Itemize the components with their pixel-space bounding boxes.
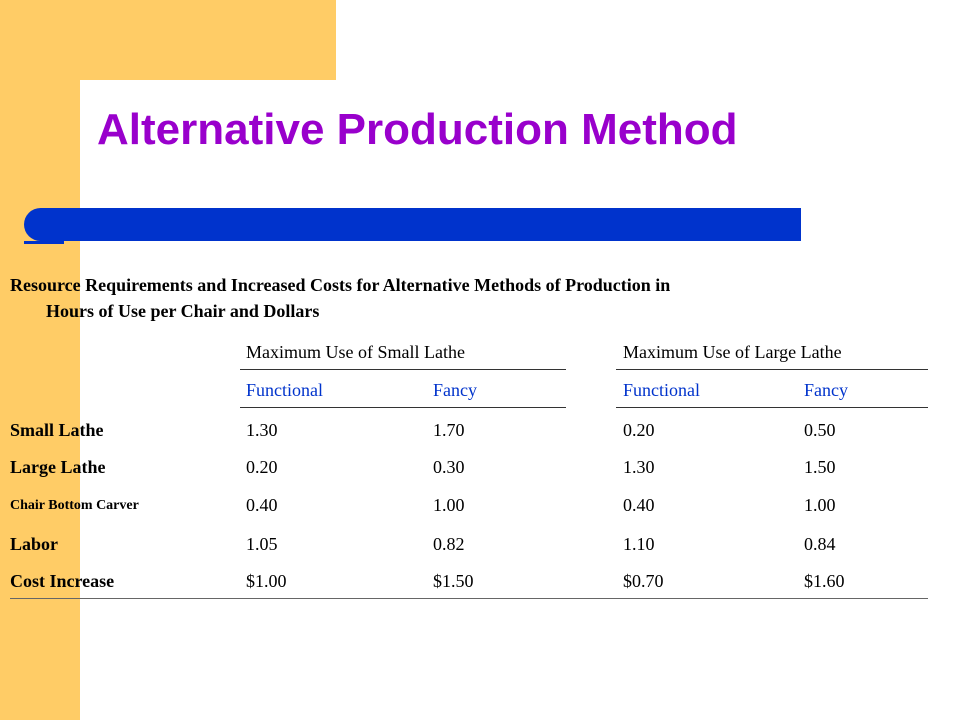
table-cell: 1.30 bbox=[246, 420, 278, 440]
group-header-small-lathe: Maximum Use of Small Lathe bbox=[246, 342, 465, 362]
row-label: Chair Bottom Carver bbox=[10, 498, 139, 513]
table-cell: $0.70 bbox=[623, 571, 664, 591]
table-cell: 1.05 bbox=[246, 534, 278, 554]
table-cell: 0.40 bbox=[246, 495, 278, 515]
table-cell: $1.60 bbox=[804, 571, 845, 591]
accent-left-bar bbox=[0, 0, 80, 720]
sub-header-functional: Functional bbox=[246, 380, 323, 400]
table-cell: 0.82 bbox=[433, 534, 465, 554]
accent-top-bar bbox=[0, 0, 336, 80]
row-label: Labor bbox=[10, 534, 59, 554]
table-cell: $1.50 bbox=[433, 571, 474, 591]
sub-header-rule bbox=[240, 407, 566, 408]
table-cell: 0.50 bbox=[804, 420, 836, 440]
row-label: Small Lathe bbox=[10, 420, 104, 440]
sub-header-fancy: Fancy bbox=[804, 380, 848, 400]
table-cell: 0.30 bbox=[433, 457, 465, 477]
slide-title: Alternative Production Method bbox=[97, 105, 738, 154]
table-cell: 1.10 bbox=[623, 534, 655, 554]
title-underline-bar bbox=[24, 208, 801, 241]
table-cell: 1.70 bbox=[433, 420, 465, 440]
table-cell: 1.00 bbox=[804, 495, 836, 515]
table-cell: 1.00 bbox=[433, 495, 465, 515]
table-cell: 0.40 bbox=[623, 495, 655, 515]
row-label: Large Lathe bbox=[10, 457, 106, 477]
table-cell: 0.20 bbox=[246, 457, 278, 477]
group-header-large-lathe: Maximum Use of Large Lathe bbox=[623, 342, 842, 362]
group-header-rule bbox=[240, 369, 566, 370]
sub-header-fancy: Fancy bbox=[433, 380, 477, 400]
table-cell: 0.20 bbox=[623, 420, 655, 440]
caption-line-2: Hours of Use per Chair and Dollars bbox=[46, 301, 320, 321]
group-header-rule bbox=[616, 369, 928, 370]
content-panel bbox=[80, 80, 960, 720]
table-cell: 1.30 bbox=[623, 457, 655, 477]
table-bottom-rule bbox=[10, 598, 928, 599]
caption-line-1: Resource Requirements and Increased Cost… bbox=[10, 275, 671, 295]
table-caption: Resource Requirements and Increased Cost… bbox=[10, 272, 910, 324]
table-cell: 0.84 bbox=[804, 534, 836, 554]
sub-header-functional: Functional bbox=[623, 380, 700, 400]
table-cell: 1.50 bbox=[804, 457, 836, 477]
sub-header-rule bbox=[616, 407, 928, 408]
title-underline-notch bbox=[24, 241, 64, 244]
table-cell: $1.00 bbox=[246, 571, 287, 591]
row-label: Cost Increase bbox=[10, 571, 115, 591]
